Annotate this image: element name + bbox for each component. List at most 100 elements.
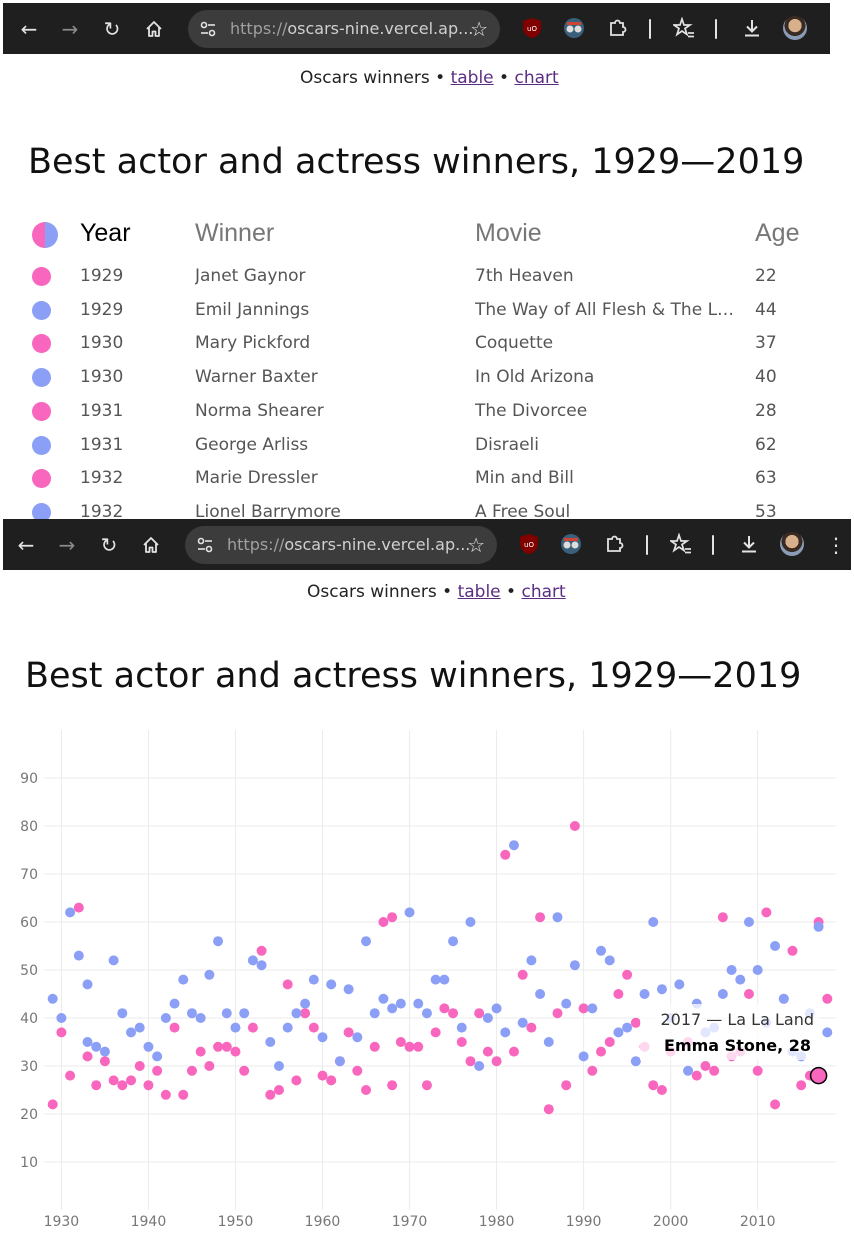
cell-movie: Disraeli bbox=[475, 434, 539, 455]
cell-winner: Marie Dressler bbox=[195, 468, 318, 489]
cell-winner: Emil Jannings bbox=[195, 299, 310, 320]
data-point bbox=[56, 1013, 67, 1023]
site-settings-icon[interactable] bbox=[195, 535, 215, 555]
bookmark-star-icon[interactable]: ☆ bbox=[470, 17, 488, 41]
data-point bbox=[152, 1051, 163, 1062]
y-tick-label: 40 bbox=[20, 1011, 38, 1027]
data-point bbox=[395, 998, 406, 1009]
data-point bbox=[204, 969, 215, 980]
data-point bbox=[56, 1027, 67, 1038]
reload-icon[interactable]: ↻ bbox=[103, 17, 121, 41]
gender-dot-icon bbox=[32, 502, 51, 519]
data-point bbox=[213, 936, 224, 947]
data-point bbox=[526, 1022, 537, 1033]
data-point bbox=[656, 984, 667, 995]
data-point bbox=[204, 1061, 215, 1071]
data-point bbox=[291, 1075, 302, 1086]
data-point bbox=[273, 1061, 284, 1071]
data-point bbox=[535, 989, 546, 999]
home-icon[interactable] bbox=[141, 16, 167, 42]
home-icon[interactable] bbox=[138, 532, 164, 558]
bookmarks-star-icon[interactable] bbox=[673, 17, 695, 39]
header-age[interactable]: Age bbox=[755, 219, 800, 247]
data-point bbox=[535, 912, 546, 923]
extensions-puzzle-icon[interactable] bbox=[604, 533, 626, 555]
header-winner[interactable]: Winner bbox=[195, 219, 275, 247]
data-point bbox=[213, 1041, 224, 1052]
data-point bbox=[700, 1061, 711, 1071]
cell-age: 62 bbox=[755, 434, 777, 455]
site-settings-icon[interactable] bbox=[198, 19, 218, 39]
gender-dot-icon bbox=[32, 469, 51, 489]
extensions-puzzle-icon[interactable] bbox=[607, 17, 629, 39]
address-bar[interactable]: https://oscars-nine.vercel.ap... ☆ bbox=[188, 10, 500, 48]
chart-link[interactable]: chart bbox=[521, 582, 566, 602]
tooltip-winner: Emma Stone, 28 bbox=[664, 1036, 811, 1055]
table-link[interactable]: table bbox=[450, 68, 494, 88]
menu-kebab-icon[interactable]: ⋮ bbox=[826, 533, 846, 557]
svg-text:uO: uO bbox=[527, 25, 537, 33]
bookmark-star-icon[interactable]: ☆ bbox=[467, 533, 485, 557]
data-point bbox=[482, 1013, 493, 1023]
data-point bbox=[613, 989, 624, 999]
bookmarks-star-icon[interactable] bbox=[670, 533, 692, 555]
data-point bbox=[230, 1022, 241, 1033]
data-point bbox=[770, 941, 781, 951]
header-movie[interactable]: Movie bbox=[475, 219, 542, 247]
data-point bbox=[552, 1008, 563, 1019]
data-point bbox=[526, 955, 537, 966]
download-icon[interactable] bbox=[741, 17, 763, 39]
cell-movie: Min and Bill bbox=[475, 468, 574, 489]
data-point bbox=[334, 1056, 345, 1067]
cell-age: 28 bbox=[755, 400, 777, 421]
x-tick-label: 1930 bbox=[44, 1214, 80, 1230]
data-point bbox=[126, 1027, 137, 1038]
data-point bbox=[482, 1046, 493, 1057]
data-point bbox=[186, 1065, 197, 1076]
back-arrow-icon[interactable]: ← bbox=[20, 17, 38, 41]
forward-arrow-icon[interactable]: → bbox=[58, 533, 76, 557]
data-point bbox=[99, 1056, 110, 1067]
data-point bbox=[317, 1032, 328, 1043]
data-point bbox=[378, 993, 389, 1004]
data-point bbox=[439, 974, 450, 985]
data-point bbox=[256, 960, 267, 971]
data-point bbox=[221, 1008, 232, 1019]
profile-avatar[interactable] bbox=[780, 532, 804, 556]
ublock-shield-icon[interactable]: uO bbox=[518, 533, 540, 555]
cell-winner: Norma Shearer bbox=[195, 400, 324, 421]
data-point bbox=[448, 936, 459, 947]
cell-movie: The Way of All Flesh & The La... bbox=[475, 299, 735, 320]
gender-dot-icon bbox=[32, 267, 51, 286]
data-point bbox=[500, 849, 511, 860]
profile-avatar[interactable] bbox=[783, 16, 807, 40]
data-point bbox=[622, 969, 633, 980]
table-row: 1931 George Arliss Disraeli 62 bbox=[0, 429, 854, 462]
data-point bbox=[674, 979, 685, 990]
ublock-shield-icon[interactable]: uO bbox=[521, 17, 543, 39]
cell-winner: Lionel Barrymore bbox=[195, 501, 341, 519]
table-link[interactable]: table bbox=[457, 582, 501, 602]
forward-arrow-icon[interactable]: → bbox=[61, 17, 79, 41]
address-bar[interactable]: https://oscars-nine.vercel.ap... ☆ bbox=[185, 526, 497, 564]
back-arrow-icon[interactable]: ← bbox=[17, 533, 35, 557]
cell-age: 44 bbox=[755, 299, 777, 320]
data-point bbox=[361, 936, 372, 947]
cell-year: 1930 bbox=[80, 367, 124, 388]
data-point bbox=[456, 1022, 467, 1033]
data-point bbox=[517, 1017, 528, 1028]
download-icon[interactable] bbox=[738, 533, 760, 555]
cell-winner: Mary Pickford bbox=[195, 333, 311, 354]
spy-glasses-extension-icon[interactable] bbox=[560, 533, 582, 555]
y-tick-label: 10 bbox=[20, 1155, 38, 1171]
data-point bbox=[717, 912, 728, 923]
chart-link[interactable]: chart bbox=[514, 68, 559, 88]
data-point bbox=[82, 1037, 93, 1047]
header-year[interactable]: Year bbox=[80, 219, 131, 247]
x-tick-label: 1940 bbox=[131, 1214, 167, 1230]
cell-year: 1931 bbox=[80, 434, 124, 455]
reload-icon[interactable]: ↻ bbox=[100, 533, 118, 557]
spy-glasses-extension-icon[interactable] bbox=[563, 17, 585, 39]
data-point bbox=[317, 1070, 328, 1081]
data-point bbox=[813, 921, 824, 932]
